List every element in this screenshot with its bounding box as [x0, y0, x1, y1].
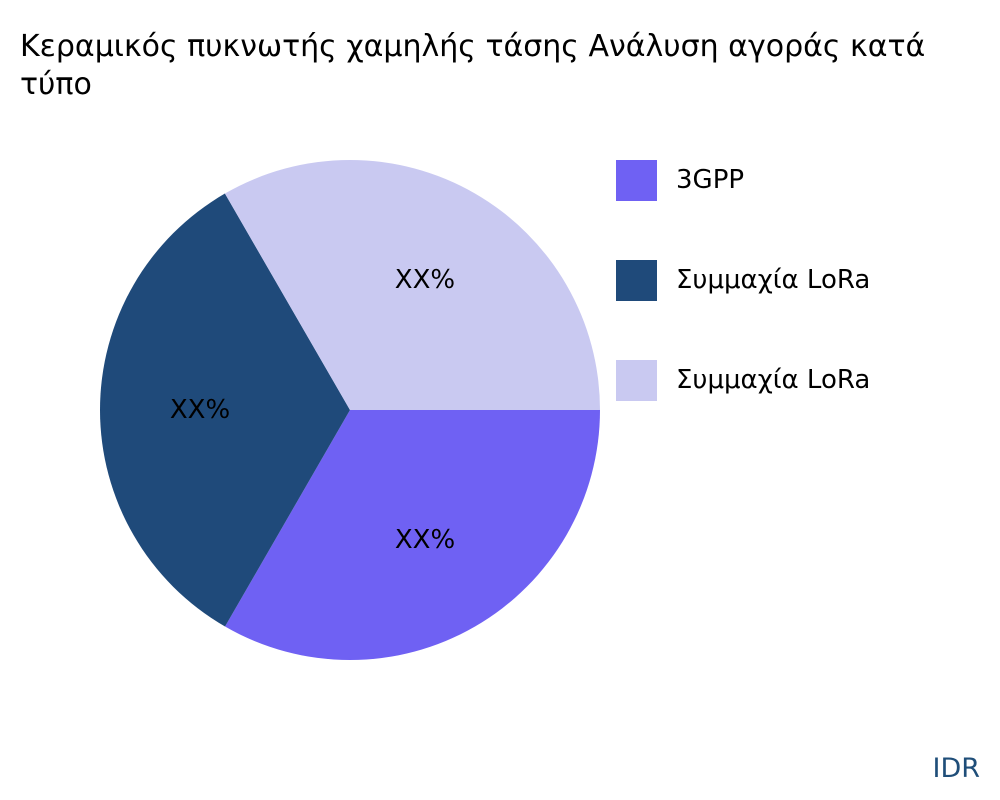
legend-swatch [616, 259, 657, 301]
brand-watermark: IDR [932, 753, 980, 784]
pie-slice-labels: XX% XX% XX% [170, 265, 455, 555]
pie-slices [99, 159, 601, 661]
pie-slice-2[interactable] [99, 193, 350, 627]
legend-label: Συμμαχία LoRa [676, 365, 871, 395]
legend: 3GPP Συμμαχία LoRa Συμμαχία LoRa [616, 159, 871, 460]
pie-slice-label-2: XX% [170, 395, 230, 425]
pie-slice-label-3: XX% [395, 265, 455, 295]
legend-swatch [616, 359, 657, 401]
chart-title: Κεραμικός πυκνωτής χαμηλής τάσης Ανάλυση… [20, 29, 926, 102]
legend-item-3gpp[interactable]: 3GPP [616, 159, 870, 201]
legend-item-lora-alliance-2[interactable]: Συμμαχία LoRa [616, 359, 871, 401]
legend-label: Συμμαχία LoRa [676, 265, 871, 295]
legend-label: 3GPP [676, 165, 745, 195]
pie-slice-3[interactable] [224, 159, 601, 410]
legend-item-lora-alliance[interactable]: Συμμαχία LoRa [616, 259, 871, 301]
pie-slice-1[interactable] [225, 410, 600, 661]
legend-swatch [616, 159, 657, 201]
pie-slice-label-1: XX% [395, 525, 455, 555]
